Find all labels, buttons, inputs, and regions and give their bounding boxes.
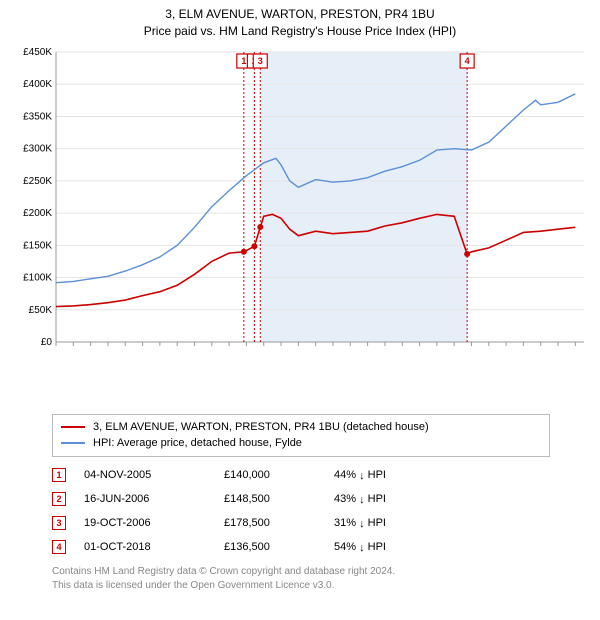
svg-text:£100K: £100K bbox=[23, 272, 52, 283]
sales-row: 3 19-OCT-2006£178,50031% ↓ HPI bbox=[52, 511, 550, 535]
legend-label: HPI: Average price, detached house, Fyld… bbox=[93, 435, 302, 452]
svg-text:£450K: £450K bbox=[23, 47, 52, 58]
arrow-down-icon: ↓ bbox=[359, 470, 365, 482]
legend: 3, ELM AVENUE, WARTON, PRESTON, PR4 1BU … bbox=[52, 414, 550, 457]
title-line2: Price paid vs. HM Land Registry's House … bbox=[10, 23, 590, 40]
arrow-down-icon: ↓ bbox=[359, 518, 365, 530]
sale-marker-chip: 2 bbox=[52, 492, 66, 506]
sales-row: 1 04-NOV-2005£140,00044% ↓ HPI bbox=[52, 463, 550, 487]
sale-marker-chip: 3 bbox=[52, 516, 66, 530]
arrow-down-icon: ↓ bbox=[359, 494, 365, 506]
sale-date: 04-NOV-2005 bbox=[84, 469, 224, 481]
sale-date: 19-OCT-2006 bbox=[84, 517, 224, 529]
sale-pct-vs-hpi: 43% ↓ HPI bbox=[334, 493, 504, 505]
sales-table: 1 04-NOV-2005£140,00044% ↓ HPI 2 16-JUN-200… bbox=[52, 463, 550, 559]
sale-price: £136,500 bbox=[224, 541, 334, 553]
svg-text:£0: £0 bbox=[41, 337, 53, 348]
sale-pct-vs-hpi: 31% ↓ HPI bbox=[334, 517, 504, 529]
legend-item-property: 3, ELM AVENUE, WARTON, PRESTON, PR4 1BU … bbox=[61, 419, 541, 436]
sale-price: £140,000 bbox=[224, 469, 334, 481]
svg-text:£250K: £250K bbox=[23, 175, 52, 186]
legend-label: 3, ELM AVENUE, WARTON, PRESTON, PR4 1BU … bbox=[93, 419, 429, 436]
svg-text:£50K: £50K bbox=[29, 304, 53, 315]
sale-pct-vs-hpi: 54% ↓ HPI bbox=[334, 541, 504, 553]
footer-line1: Contains HM Land Registry data © Crown c… bbox=[52, 565, 550, 579]
sales-row: 4 01-OCT-2018£136,50054% ↓ HPI bbox=[52, 535, 550, 559]
svg-text:£350K: £350K bbox=[23, 111, 52, 122]
legend-swatch bbox=[61, 426, 85, 428]
sale-marker-chip: 1 bbox=[52, 468, 66, 482]
sale-date: 01-OCT-2018 bbox=[84, 541, 224, 553]
title-line1: 3, ELM AVENUE, WARTON, PRESTON, PR4 1BU bbox=[10, 6, 590, 23]
arrow-down-icon: ↓ bbox=[359, 542, 365, 554]
sale-price: £148,500 bbox=[224, 493, 334, 505]
sale-date: 16-JUN-2006 bbox=[84, 493, 224, 505]
svg-text:£300K: £300K bbox=[23, 143, 52, 154]
chart-title: 3, ELM AVENUE, WARTON, PRESTON, PR4 1BU … bbox=[10, 6, 590, 40]
sales-row: 2 16-JUN-2006£148,50043% ↓ HPI bbox=[52, 487, 550, 511]
attribution: Contains HM Land Registry data © Crown c… bbox=[52, 565, 550, 593]
sale-marker-chip: 4 bbox=[52, 540, 66, 554]
svg-text:1: 1 bbox=[241, 56, 246, 66]
svg-text:£200K: £200K bbox=[23, 208, 52, 219]
legend-item-hpi: HPI: Average price, detached house, Fyld… bbox=[61, 435, 541, 452]
price-chart: £0 £50K £100K £150K £200K £250K £300K £350K £400… bbox=[10, 46, 590, 406]
sale-price: £178,500 bbox=[224, 517, 334, 529]
svg-text:4: 4 bbox=[465, 56, 470, 66]
svg-text:£150K: £150K bbox=[23, 240, 52, 251]
footer-line2: This data is licensed under the Open Gov… bbox=[52, 579, 550, 593]
svg-text:£400K: £400K bbox=[23, 79, 52, 90]
svg-text:3: 3 bbox=[258, 56, 263, 66]
sale-pct-vs-hpi: 44% ↓ HPI bbox=[334, 469, 504, 481]
legend-swatch bbox=[61, 442, 85, 444]
